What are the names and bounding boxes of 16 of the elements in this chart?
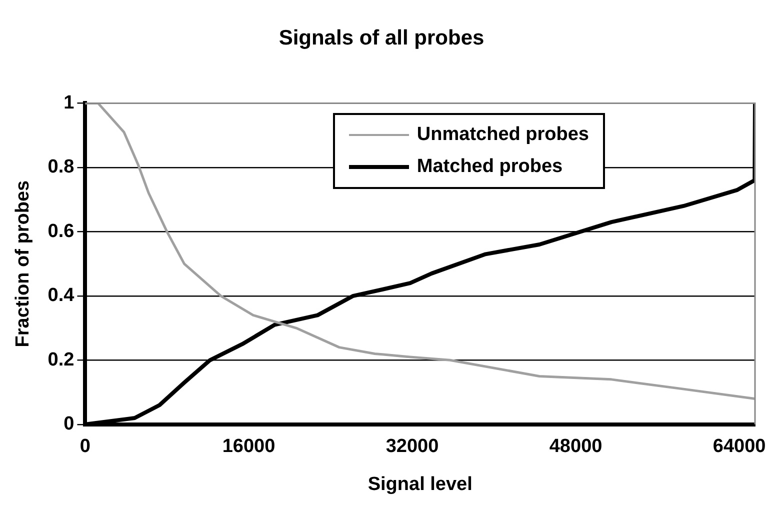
y-tick-label: 0.8 — [48, 156, 74, 178]
legend-label: Unmatched probes — [416, 124, 589, 146]
x-tick-label: 16000 — [222, 436, 276, 458]
y-tick-label: 0 — [64, 414, 74, 435]
x-tick-label: 0 — [80, 436, 90, 458]
x-tick-label: 64000 — [712, 436, 766, 458]
x-tick-label: 48000 — [549, 436, 602, 458]
legend-label: Matched probes — [416, 156, 563, 178]
y-axis-title: Fraction of probes — [12, 180, 34, 348]
x-tick-label: 32000 — [386, 436, 439, 458]
chart-title: Signals of all probes — [278, 26, 484, 50]
x-axis-title: Signal level — [368, 474, 472, 495]
y-tick-label: 1 — [64, 92, 75, 114]
y-tick-label: 0.2 — [48, 349, 74, 370]
y-tick-label: 0.4 — [48, 285, 75, 306]
y-tick-label: 0.6 — [48, 220, 74, 242]
